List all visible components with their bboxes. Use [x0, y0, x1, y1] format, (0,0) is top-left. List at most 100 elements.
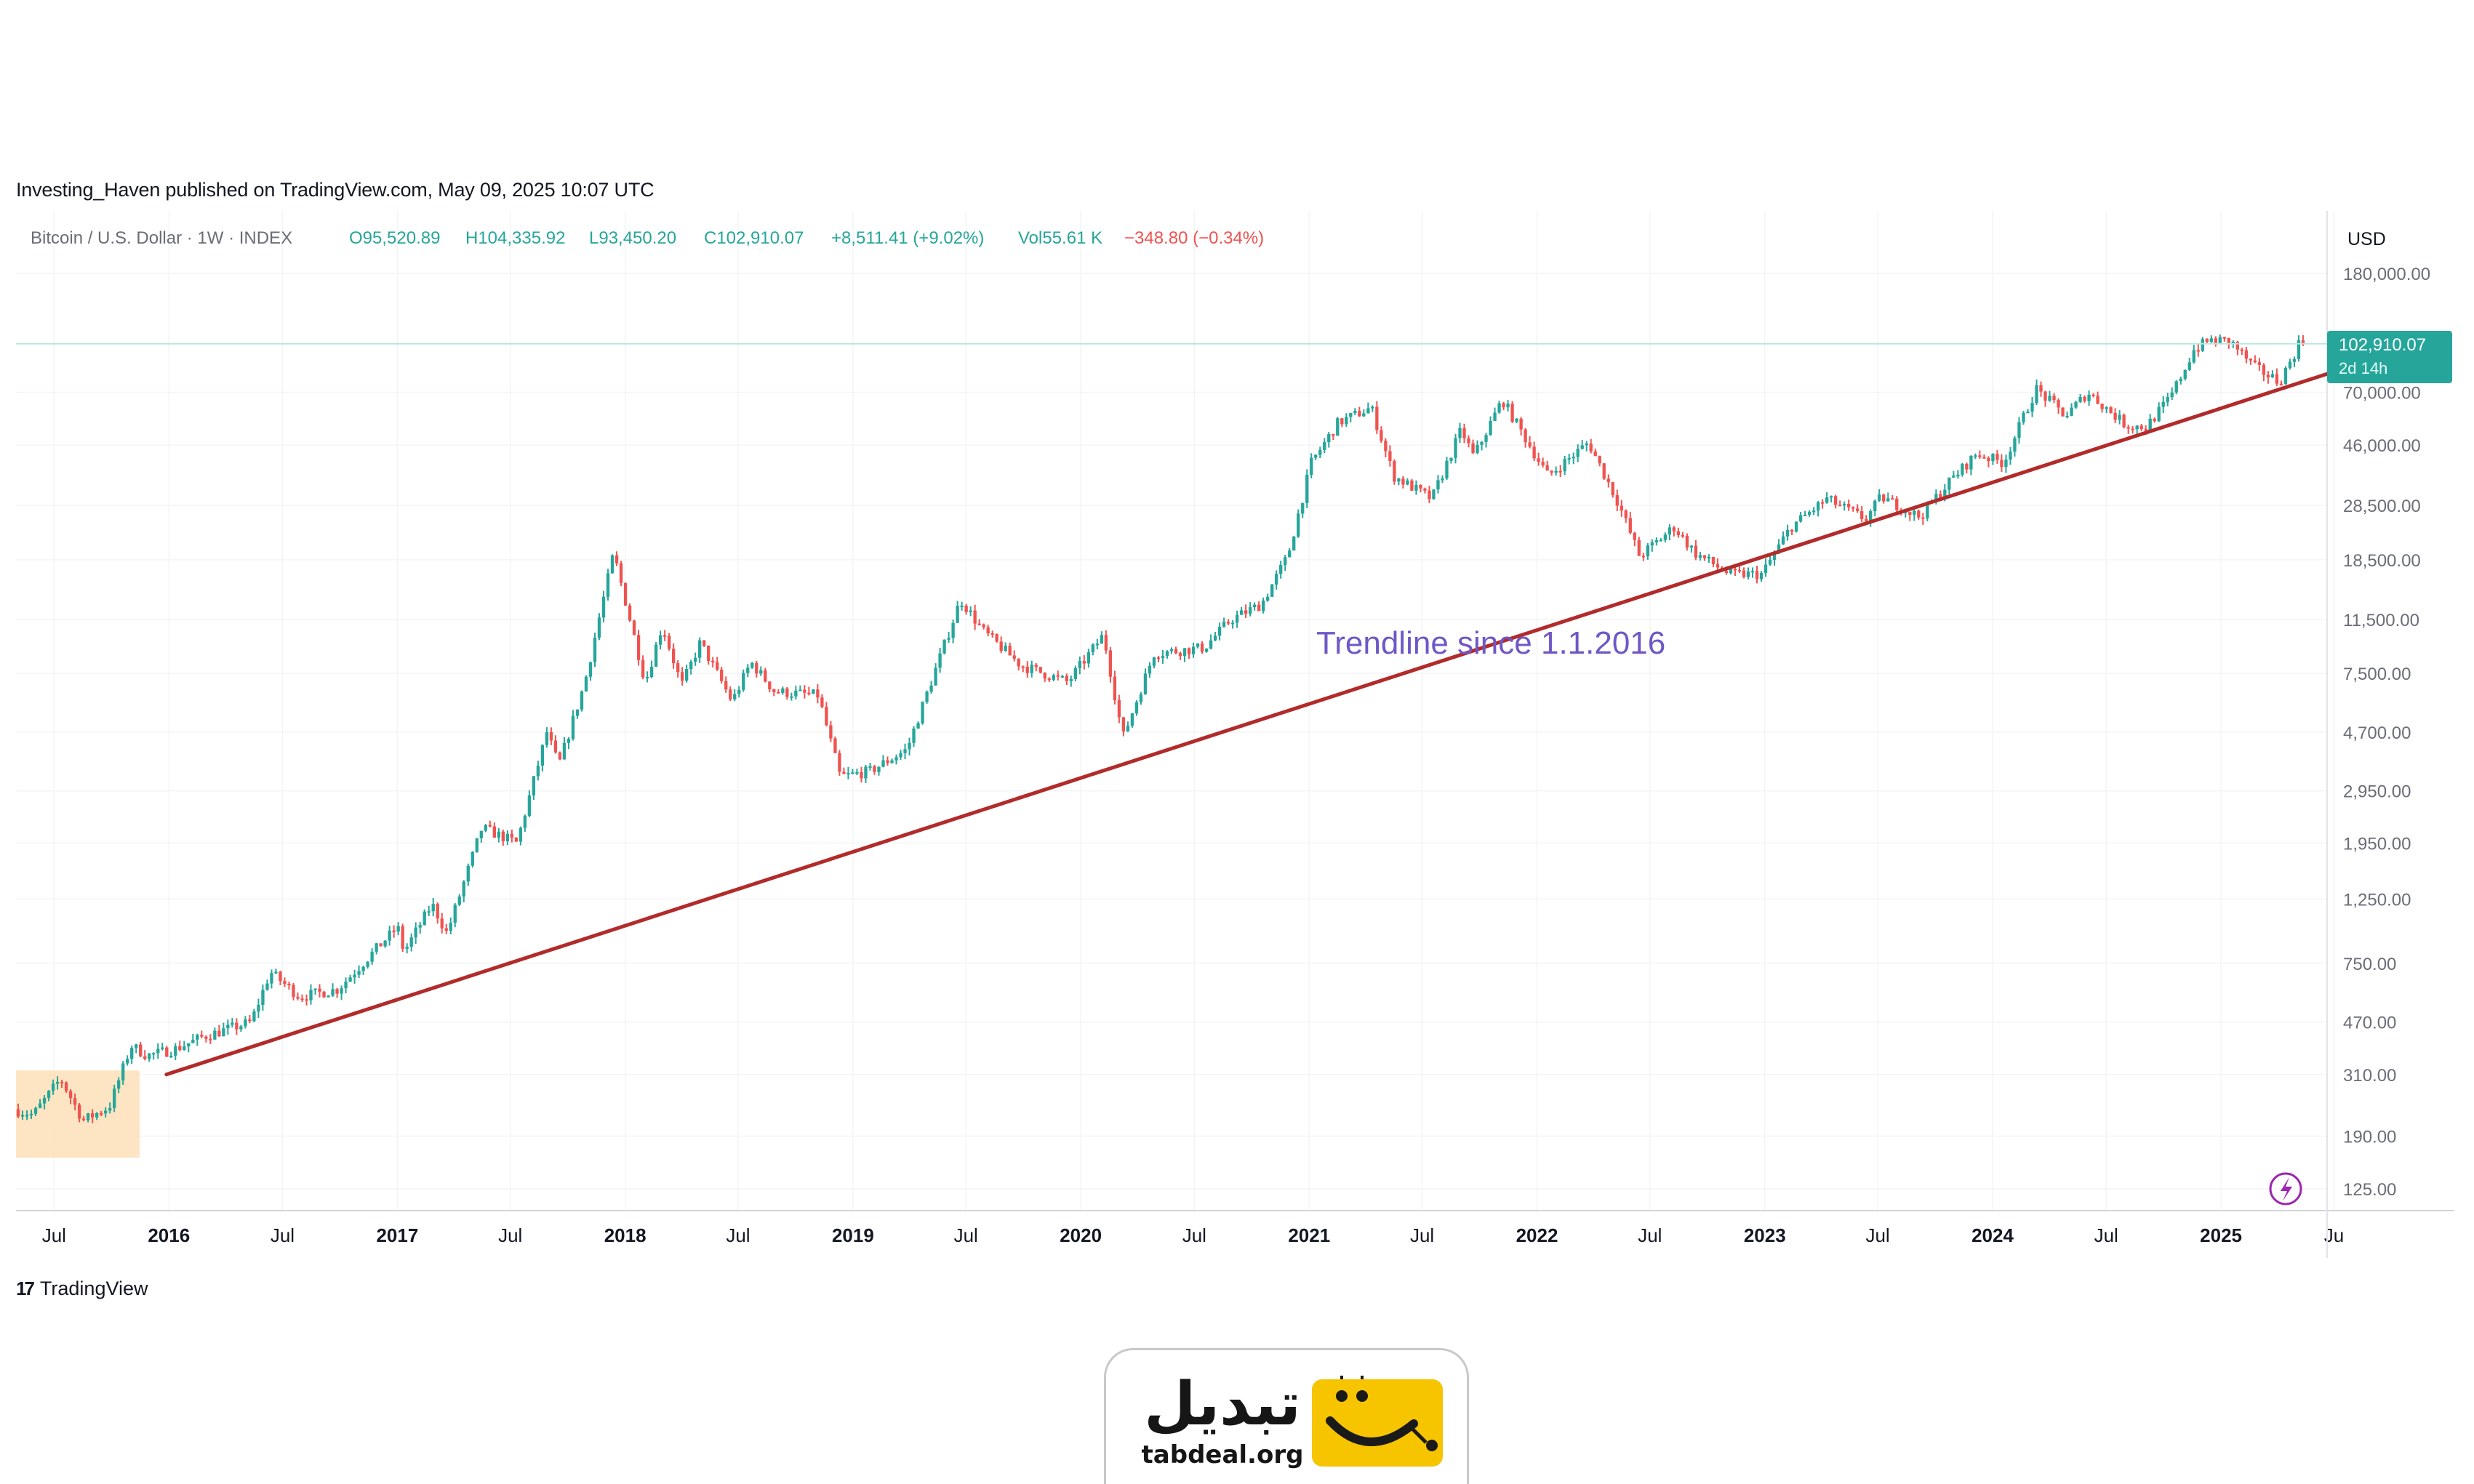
candle-body: [1711, 557, 1716, 565]
candle-body: [619, 563, 623, 583]
candle-body: [1078, 661, 1082, 668]
candle-body: [1297, 513, 1300, 537]
candle-body: [2017, 422, 2021, 438]
candle-body: [977, 623, 981, 625]
tradingview-brand[interactable]: 17 TradingView: [16, 1278, 148, 1300]
candle-body: [440, 918, 444, 928]
candle-body: [1196, 643, 1200, 647]
candle-body: [1681, 534, 1685, 537]
candle-body: [549, 732, 553, 741]
candle-body: [969, 610, 972, 612]
candle-body: [287, 984, 291, 986]
candle-body: [1764, 564, 1768, 573]
candle-body: [1336, 418, 1340, 436]
candle-body: [711, 661, 715, 663]
candle-body: [1724, 571, 1729, 574]
candle-body: [777, 691, 780, 694]
candle-body: [1257, 604, 1261, 611]
candle-body: [1471, 443, 1475, 453]
candle-body: [2048, 396, 2051, 401]
candle-body: [654, 644, 658, 667]
candle-body: [986, 627, 990, 634]
tabdeal-domain: tabdeal.org: [1141, 1440, 1304, 1469]
candle-body: [729, 689, 732, 699]
candle-body: [200, 1035, 204, 1037]
candle-body: [995, 634, 998, 642]
lightning-icon[interactable]: [2269, 1172, 2302, 1206]
candle-body: [1358, 411, 1361, 417]
candle-body: [1676, 531, 1681, 535]
candle-body: [1641, 556, 1645, 558]
candle-body: [370, 951, 374, 962]
candle-body: [2126, 427, 2130, 429]
candle-body: [183, 1046, 186, 1051]
legend-symbol[interactable]: Bitcoin / U.S. Dollar · 1W · INDEX: [31, 228, 292, 248]
candle-body: [1934, 494, 1938, 502]
candle-body: [1419, 484, 1422, 489]
tabdeal-badge[interactable]: تبدیل tabdeal.org: [1104, 1348, 1469, 1484]
candle-body: [1034, 665, 1038, 667]
candle-body: [1126, 726, 1130, 731]
candle-body: [1244, 610, 1248, 614]
candle-body: [1816, 502, 1820, 511]
candle-body: [1004, 646, 1007, 651]
candle-body: [755, 662, 758, 674]
legend-low: L93,450.20: [589, 228, 676, 248]
candle-body: [1445, 460, 1449, 478]
last-price-value: 102,910.07: [2339, 335, 2426, 355]
candle-body: [270, 973, 273, 984]
candle-body: [632, 620, 636, 635]
candle-body: [2161, 401, 2165, 407]
candle-body: [353, 974, 356, 978]
candle-body: [1563, 459, 1566, 472]
chart-overlay: [16, 342, 2329, 1077]
candle-body: [90, 1113, 95, 1118]
candle-body: [231, 1022, 234, 1025]
candle-body: [868, 766, 872, 768]
candle-body: [698, 640, 702, 658]
candle-body: [95, 1112, 99, 1118]
candle-body: [2279, 383, 2283, 385]
currency-label[interactable]: USD: [2347, 229, 2386, 249]
candle-body: [1182, 648, 1187, 657]
candle-body: [881, 760, 885, 767]
candle-body: [536, 765, 540, 777]
candle-body: [1401, 478, 1405, 485]
candle-body: [759, 670, 763, 674]
candle-body: [597, 617, 601, 638]
candle-body: [1108, 650, 1113, 677]
price-tick-label: 7,500.00: [2343, 665, 2411, 684]
candle-body: [816, 689, 820, 698]
candle-body: [1017, 658, 1020, 667]
candle-body: [938, 653, 942, 668]
candle-body: [545, 732, 549, 745]
candle-body: [1672, 527, 1676, 532]
candle-body: [702, 640, 706, 646]
candle-body: [1702, 555, 1707, 558]
candle-body: [1380, 430, 1383, 441]
candle-body: [2187, 362, 2191, 370]
candle-body: [1913, 510, 1916, 516]
candle-body: [2166, 397, 2169, 402]
candle-body: [916, 723, 920, 729]
candle-body: [1506, 404, 1510, 408]
last-price-marker: 102,910.07 2d 14h: [2327, 331, 2452, 383]
candle-body: [1414, 484, 1418, 491]
candle-body: [1252, 604, 1257, 608]
candle-body: [77, 1104, 81, 1119]
candle-body: [1729, 569, 1733, 574]
candle-body: [1008, 646, 1012, 656]
candle-body: [1454, 438, 1457, 458]
candle-body: [1161, 656, 1165, 659]
candle-body: [1602, 463, 1606, 479]
candle-body: [2244, 350, 2249, 359]
candle-body: [1480, 441, 1484, 445]
candle-body: [2301, 340, 2305, 344]
candle-body: [25, 1115, 29, 1117]
candle-body: [912, 729, 916, 743]
candle-body: [361, 966, 365, 971]
time-tick-label: 2016: [148, 1224, 190, 1246]
candle-body: [2100, 404, 2104, 409]
candle-body: [1554, 470, 1558, 473]
